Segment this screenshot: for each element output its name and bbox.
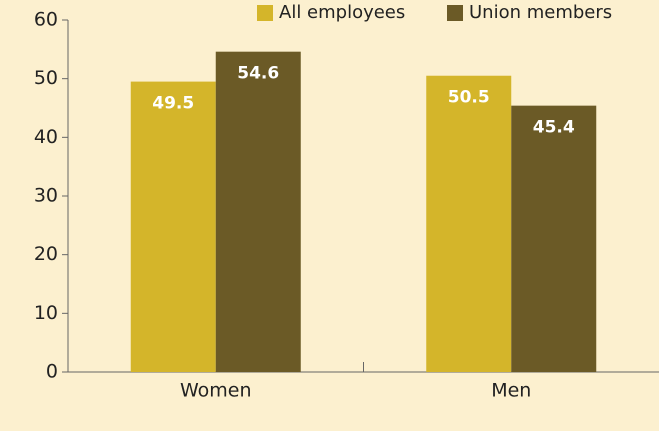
y-tick-label: 50 xyxy=(34,67,58,89)
data-label: 49.5 xyxy=(152,94,194,114)
legend-swatch xyxy=(447,5,463,21)
y-tick-label: 60 xyxy=(34,9,58,31)
y-tick-label: 20 xyxy=(34,243,58,265)
x-tick-label: Men xyxy=(491,380,531,402)
y-tick-label: 30 xyxy=(34,185,58,207)
data-label: 54.6 xyxy=(237,64,279,84)
bar xyxy=(511,105,597,373)
y-tick-label: 0 xyxy=(46,361,58,383)
x-tick-label: Women xyxy=(180,380,252,402)
bar xyxy=(130,81,216,372)
legend-swatch xyxy=(257,5,273,21)
data-label: 50.5 xyxy=(448,88,490,108)
y-tick-label: 10 xyxy=(34,302,58,324)
data-label: 45.4 xyxy=(533,118,575,138)
bar xyxy=(426,75,512,372)
y-tick-label: 40 xyxy=(34,126,58,148)
legend-label: Union members xyxy=(469,2,612,23)
legend-label: All employees xyxy=(279,2,405,23)
bar xyxy=(215,51,301,373)
